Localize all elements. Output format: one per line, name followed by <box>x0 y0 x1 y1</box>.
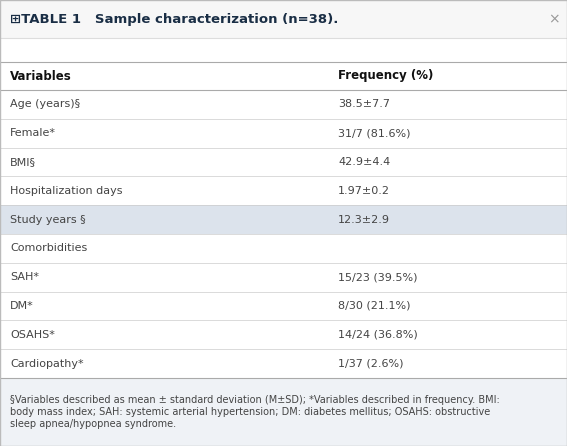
Text: 1.97±0.2: 1.97±0.2 <box>338 186 390 196</box>
Text: BMI§: BMI§ <box>10 157 36 167</box>
Text: Hospitalization days: Hospitalization days <box>10 186 122 196</box>
Text: 42.9±4.4: 42.9±4.4 <box>338 157 390 167</box>
Text: Age (years)§: Age (years)§ <box>10 99 80 109</box>
Text: Variables: Variables <box>10 70 72 83</box>
Text: Study years §: Study years § <box>10 215 86 225</box>
Text: 31/7 (81.6%): 31/7 (81.6%) <box>338 128 411 138</box>
Text: Frequency (%): Frequency (%) <box>338 70 433 83</box>
Bar <box>0 378 567 446</box>
Bar <box>0 205 567 234</box>
Text: ⊞TABLE 1   Sample characterization (n=38).: ⊞TABLE 1 Sample characterization (n=38). <box>10 12 338 25</box>
Text: SAH*: SAH* <box>10 272 39 282</box>
Text: ×: × <box>548 12 560 26</box>
Text: 14/24 (36.8%): 14/24 (36.8%) <box>338 330 418 340</box>
Text: Comorbidities: Comorbidities <box>10 244 87 253</box>
Text: 8/30 (21.1%): 8/30 (21.1%) <box>338 301 411 311</box>
Text: 12.3±2.9: 12.3±2.9 <box>338 215 390 225</box>
Text: DM*: DM* <box>10 301 34 311</box>
Text: Female*: Female* <box>10 128 56 138</box>
Text: Cardiopathy*: Cardiopathy* <box>10 359 83 368</box>
Text: 15/23 (39.5%): 15/23 (39.5%) <box>338 272 417 282</box>
Text: 38.5±7.7: 38.5±7.7 <box>338 99 390 109</box>
Text: 1/37 (2.6%): 1/37 (2.6%) <box>338 359 404 368</box>
Text: §Variables described as mean ± standard deviation (M±SD); *Variables described i: §Variables described as mean ± standard … <box>10 396 500 429</box>
Bar <box>0 0 567 38</box>
Text: OSAHS*: OSAHS* <box>10 330 55 340</box>
